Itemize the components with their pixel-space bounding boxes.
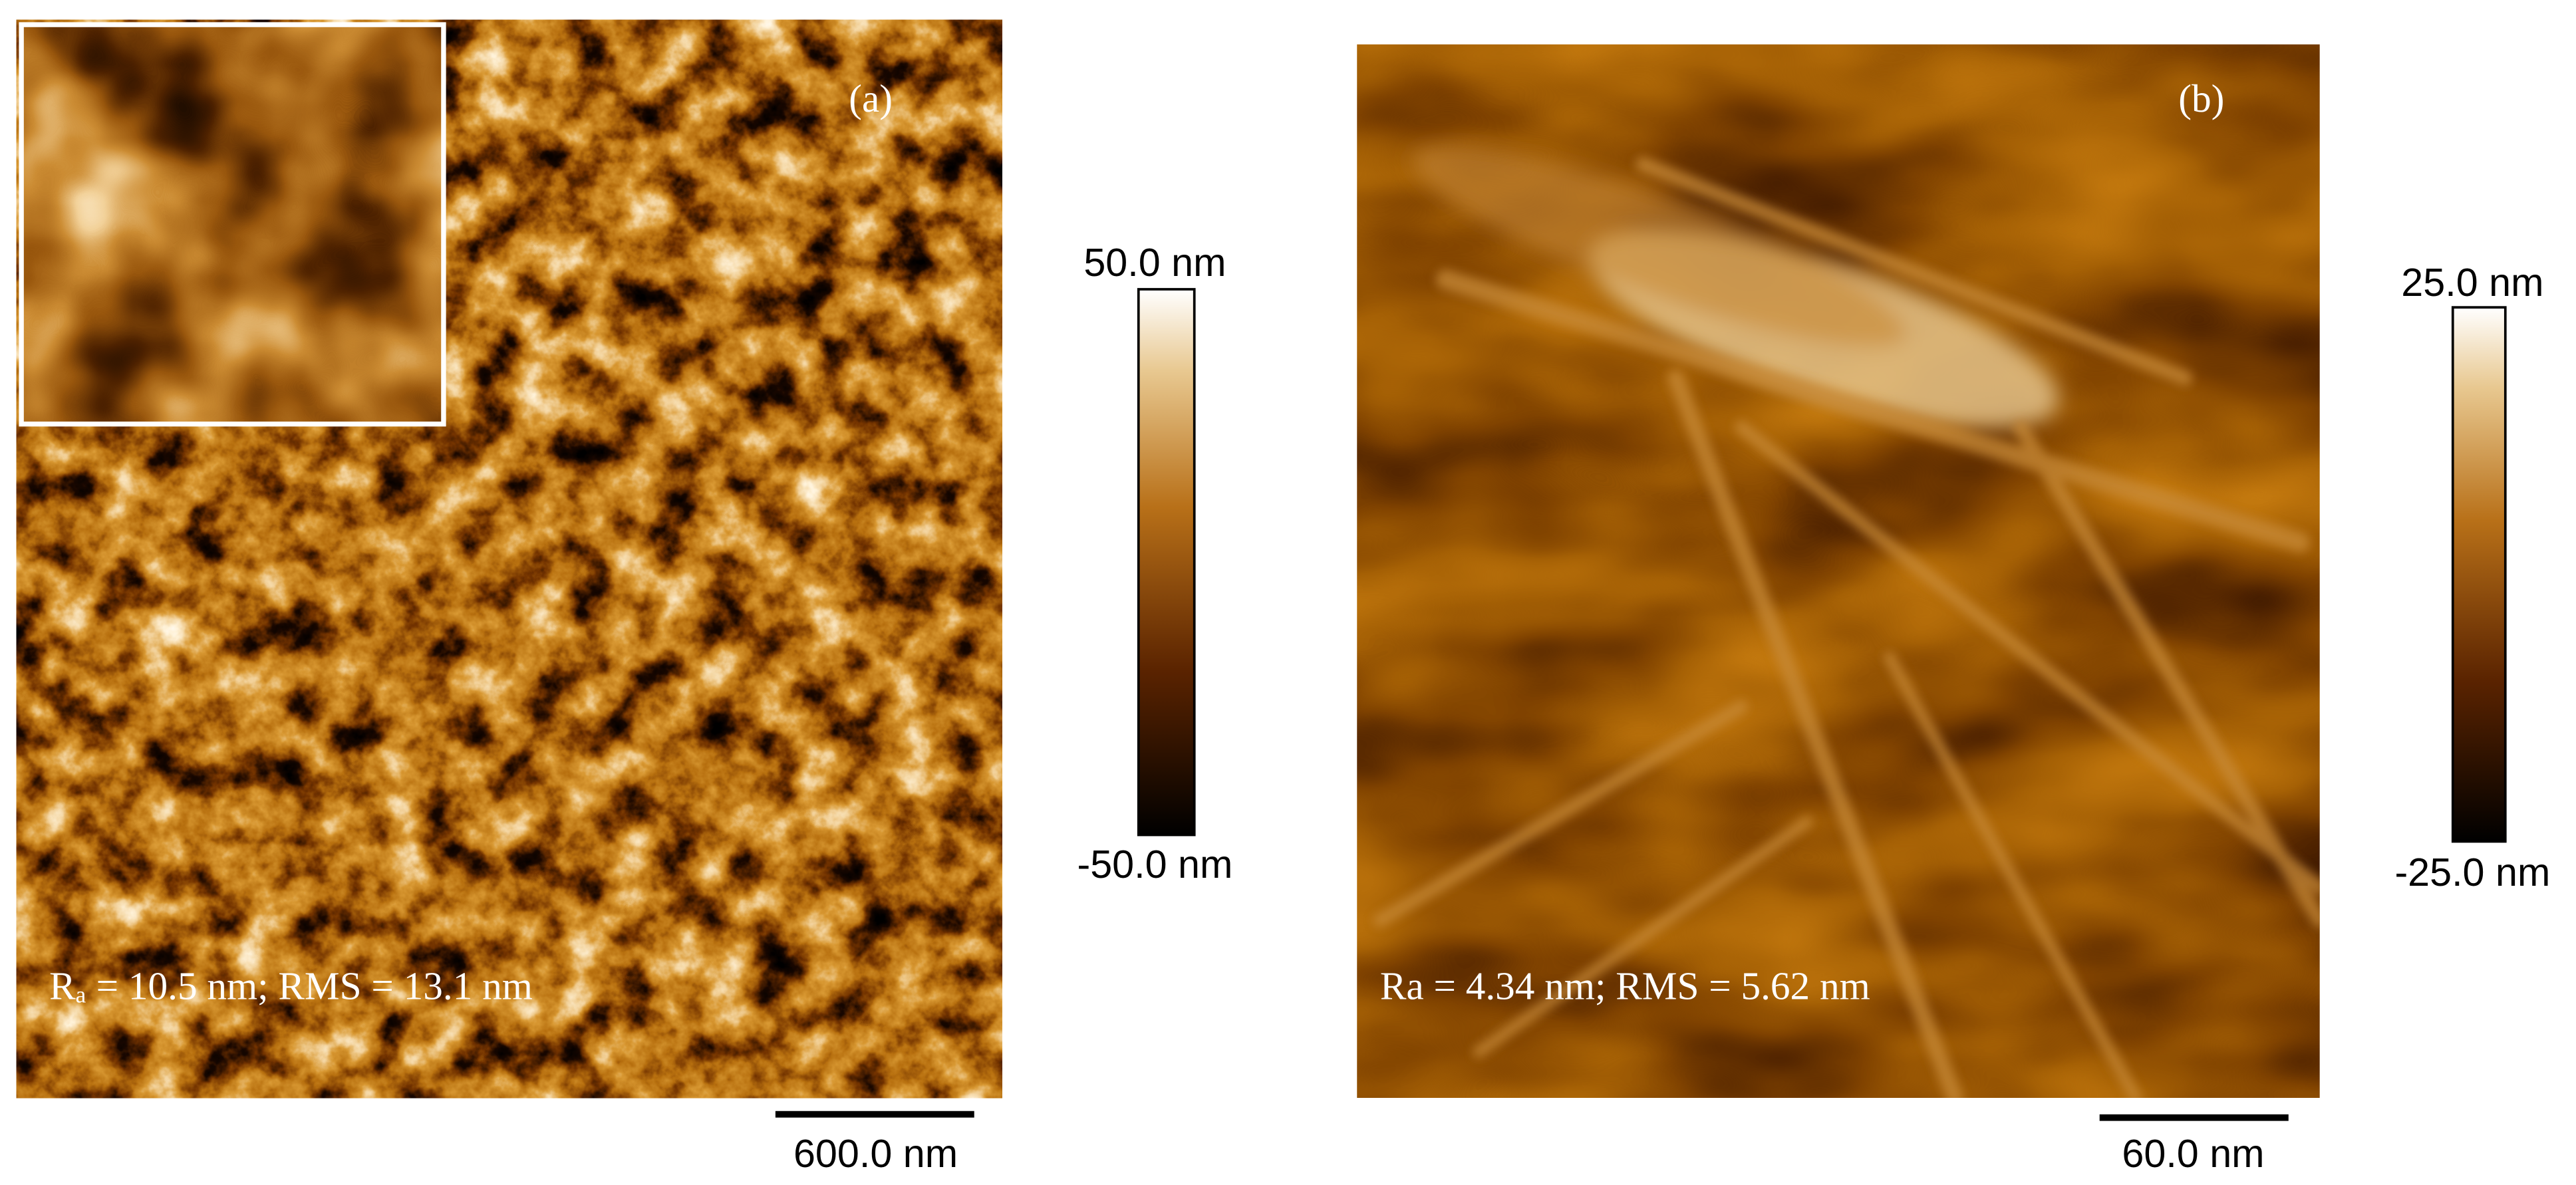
inset-frame	[19, 22, 446, 427]
fibers	[1373, 157, 2320, 1099]
fiber	[1667, 370, 1963, 1099]
fiber	[1883, 651, 2142, 1099]
colorbar-min: -50.0 nm	[1077, 842, 1232, 886]
roughness-text: Ra = 4.34 nm; RMS = 5.62 nm	[1380, 964, 1870, 1008]
colorbar-min: -25.0 nm	[2394, 850, 2550, 894]
inset-image	[21, 25, 444, 424]
fiber-glow	[1411, 145, 2059, 428]
fiber	[2013, 420, 2320, 928]
panel-label: (a)	[849, 76, 893, 120]
fiber	[1373, 700, 1749, 927]
colorbar	[1137, 288, 1196, 837]
fiber	[1473, 816, 1813, 1058]
roughness-text: Rₐ = 10.5 nm; RMS = 13.1 nm	[49, 964, 533, 1008]
bright-region	[1411, 145, 1907, 348]
fiber	[1635, 157, 2193, 386]
panel-label: (b)	[2178, 76, 2224, 120]
fiber	[1735, 420, 2320, 894]
colorbar-max: 25.0 nm	[2401, 260, 2543, 305]
scale-bar-label: 600.0 nm	[793, 1131, 958, 1176]
afm-image-b-group	[1357, 44, 2320, 1099]
colorbar-max: 50.0 nm	[1083, 240, 1226, 285]
colorbar	[2451, 306, 2507, 843]
fiber	[1435, 269, 2310, 553]
scale-bar-label: 60.0 nm	[2122, 1131, 2264, 1176]
